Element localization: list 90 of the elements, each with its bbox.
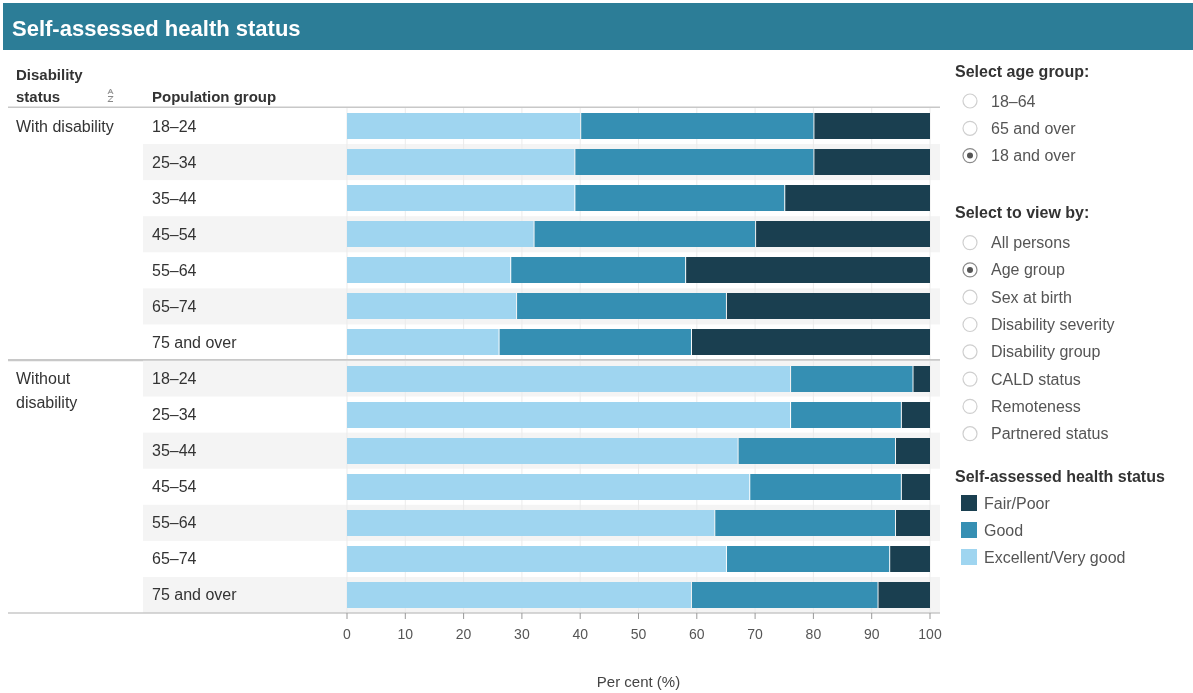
text: 18–64 [991,92,1036,110]
bar [901,402,930,428]
bar [691,329,930,355]
bar [347,149,575,175]
legend-title: Self-assessed health status [955,467,1165,485]
bar [347,221,534,247]
y-tick-label: 18–24 [152,370,197,388]
bar [499,329,691,355]
text: CALD status [991,370,1081,388]
bar [913,366,930,392]
bar [347,113,581,139]
text: Select to view by: [955,204,1090,222]
bar [726,546,890,572]
text: Remoteness [991,397,1081,415]
text: With disability [16,117,114,135]
bar [896,438,930,464]
bar [575,149,814,175]
bar [814,149,930,175]
text: Select age group: [955,62,1090,80]
x-tick-label: 10 [397,626,414,642]
bar [347,546,726,572]
x-tick-label: 0 [343,626,352,642]
bar [785,185,930,211]
y-tick-label: 45–54 [152,478,197,496]
x-tick-label: 80 [805,626,822,642]
y-tick-label: 35–44 [152,189,197,207]
text: Without disability [16,370,78,412]
bar [347,438,738,464]
bar [896,510,930,536]
x-axis-title: Per cent (%) [596,672,681,690]
text: All persons [991,234,1071,252]
bar [347,366,791,392]
bar [347,293,517,319]
x-tick-label: 50 [630,626,647,642]
y-tick-label: 18–24 [152,117,197,135]
bar [347,510,715,536]
y-tick-label: 25–34 [152,406,197,424]
legend-label: Excellent/Very good [984,548,1126,566]
bar [878,582,930,608]
y-tick-label: 65–74 [152,550,197,568]
bar [686,257,930,283]
bar [750,474,901,500]
text: Disability group [991,343,1101,361]
bar [691,582,878,608]
bar [715,510,896,536]
bar [347,185,575,211]
y-tick-label: 75 and over [152,333,238,351]
y-tick-label: 55–64 [152,514,197,532]
text: Sex at birth [991,288,1072,306]
bar [901,474,930,500]
text: Partnered status [991,425,1109,443]
y-tick-label: 75 and over [152,586,238,604]
bar [347,402,791,428]
x-tick-label: 100 [918,626,942,642]
y-tick-label: 35–44 [152,442,197,460]
bar [575,185,785,211]
y-tick-label: 25–34 [152,153,197,171]
x-tick-label: 70 [747,626,764,642]
bar [517,293,726,319]
x-tick-label: 40 [572,626,589,642]
bar [890,546,930,572]
bar [814,113,930,139]
bar [347,329,499,355]
bar [726,293,930,319]
text: Self-assessed health status [12,15,301,41]
x-tick-label: 90 [863,626,880,642]
bar [347,582,691,608]
y-tick-label: 65–74 [152,297,197,315]
text: Age group [991,261,1065,279]
legend-label: Fair/Poor [984,494,1051,512]
text: Disability severity [991,316,1115,333]
bar [791,402,901,428]
bar [581,113,814,139]
x-tick-label: 20 [455,626,472,642]
text: Disability status [16,65,84,105]
bar [511,257,686,283]
bar [738,438,896,464]
bar [791,366,913,392]
y-tick-label: 55–64 [152,261,197,279]
y-axis-title: Population group [152,87,277,105]
x-tick-label: 60 [689,626,705,642]
text: 18 and over [991,147,1077,165]
bar [756,221,930,247]
y-tick-label: 45–54 [152,225,197,243]
bar [534,221,756,247]
legend-label: Good [984,521,1024,539]
bar [347,474,750,500]
text: 65 and over [991,119,1077,137]
x-tick-label: 30 [514,626,530,642]
bar [347,257,511,283]
